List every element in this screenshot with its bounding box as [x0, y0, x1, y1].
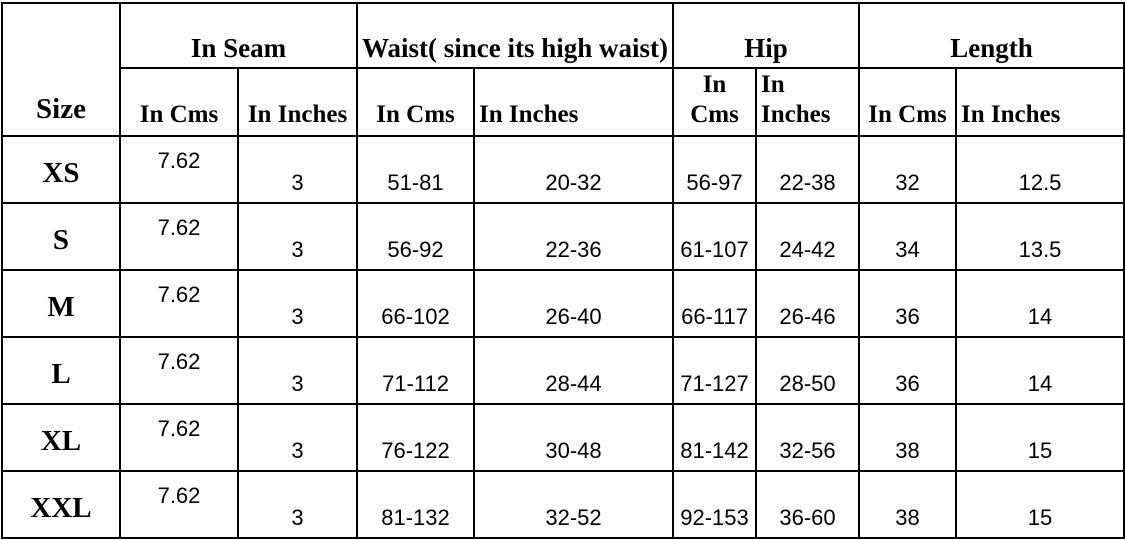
cell-inseam-inches: 3: [236, 135, 359, 204]
cell-inseam-cms: 7.62: [119, 470, 239, 539]
cell-hip-cms: 71-127: [672, 336, 758, 405]
table-row-s: S 7.62 3 56-92 22-36 61-107 24-42 34 13.…: [1, 202, 1126, 271]
cell-hip-inches: 32-56: [755, 403, 861, 472]
subheader-hip-inches: In Inches: [755, 67, 861, 137]
cell-hip-cms: 66-117: [672, 269, 758, 338]
cell-hip-inches: 22-38: [755, 135, 861, 204]
size-label: XXL: [1, 470, 121, 539]
group-header-inseam: In Seam: [118, 2, 359, 69]
cell-inseam-inches: 3: [236, 470, 359, 539]
cell-length-cms: 38: [858, 470, 958, 539]
cell-length-inches: 14: [955, 336, 1126, 405]
cell-length-cms: 32: [858, 135, 958, 204]
subheader-inseam-inches: In Inches: [236, 67, 359, 137]
cell-length-cms: 38: [858, 403, 958, 472]
table-row-xl: XL 7.62 3 76-122 30-48 81-142 32-56 38 1…: [1, 403, 1126, 472]
group-header-hip: Hip: [672, 2, 861, 69]
size-label: M: [1, 269, 121, 338]
cell-waist-cms: 81-132: [356, 470, 476, 539]
cell-waist-inches: 20-32: [473, 135, 675, 204]
cell-inseam-cms: 7.62: [119, 202, 239, 271]
cell-inseam-cms: 7.62: [119, 135, 239, 204]
cell-waist-inches: 32-52: [473, 470, 675, 539]
cell-inseam-cms: 7.62: [119, 403, 239, 472]
table-row-m: M 7.62 3 66-102 26-40 66-117 26-46 36 14: [1, 269, 1126, 338]
size-label: XS: [1, 135, 121, 204]
cell-waist-inches: 28-44: [473, 336, 675, 405]
cell-inseam-inches: 3: [236, 269, 359, 338]
size-label: S: [1, 202, 121, 271]
cell-hip-cms: 56-97: [672, 135, 758, 204]
cell-length-inches: 14: [955, 269, 1126, 338]
cell-waist-cms: 71-112: [356, 336, 476, 405]
subheader-length-inches: In Inches: [955, 67, 1126, 137]
cell-length-inches: 15: [955, 470, 1126, 539]
cell-waist-cms: 56-92: [356, 202, 476, 271]
cell-inseam-cms: 7.62: [119, 269, 239, 338]
cell-inseam-cms: 7.62: [119, 336, 239, 405]
cell-hip-cms: 92-153: [672, 470, 758, 539]
table-row-l: L 7.62 3 71-112 28-44 71-127 28-50 36 14: [1, 336, 1126, 405]
group-header-waist: Waist( since its high waist): [356, 2, 675, 69]
cell-hip-inches: 26-46: [755, 269, 861, 338]
size-column-header: Size: [1, 2, 121, 137]
cell-hip-inches: 28-50: [755, 336, 861, 405]
cell-hip-cms: 81-142: [672, 403, 758, 472]
cell-waist-cms: 76-122: [356, 403, 476, 472]
cell-length-cms: 36: [858, 269, 958, 338]
cell-waist-inches: 22-36: [473, 202, 675, 271]
cell-hip-inches: 24-42: [755, 202, 861, 271]
group-header-row: Size In Seam Waist( since its high waist…: [1, 2, 1126, 137]
size-label: L: [1, 336, 121, 405]
subheader-hip-inches-label: In Inches: [761, 71, 831, 128]
cell-hip-cms: 61-107: [672, 202, 758, 271]
subheader-length-cms: In Cms: [858, 67, 958, 137]
group-header-length: Length: [858, 2, 1126, 69]
subheader-hip-cms: In Cms: [672, 67, 758, 137]
cell-waist-cms: 51-81: [356, 135, 476, 204]
subheader-waist-cms: In Cms: [356, 67, 476, 137]
cell-waist-cms: 66-102: [356, 269, 476, 338]
cell-length-cms: 36: [858, 336, 958, 405]
sub-header-row: In Cms In Inches In Cms In Inches In Cms…: [2, 67, 1126, 137]
subheader-inseam-cms: In Cms: [119, 67, 239, 137]
cell-length-cms: 34: [858, 202, 958, 271]
cell-length-inches: 12.5: [955, 135, 1126, 204]
cell-hip-inches: 36-60: [755, 470, 861, 539]
cell-inseam-inches: 3: [236, 202, 359, 271]
cell-waist-inches: 30-48: [473, 403, 675, 472]
cell-length-inches: 13.5: [955, 202, 1126, 271]
table-row-xxl: XXL 7.62 3 81-132 32-52 92-153 36-60 38 …: [1, 470, 1126, 539]
cell-waist-inches: 26-40: [473, 269, 675, 338]
subheader-waist-inches: In Inches: [473, 67, 675, 137]
size-label: XL: [1, 403, 121, 472]
cell-length-inches: 15: [955, 403, 1126, 472]
cell-inseam-inches: 3: [236, 403, 359, 472]
table-row-xs: XS 7.62 3 51-81 20-32 56-97 22-38 32 12.…: [1, 135, 1126, 204]
cell-inseam-inches: 3: [236, 336, 359, 405]
